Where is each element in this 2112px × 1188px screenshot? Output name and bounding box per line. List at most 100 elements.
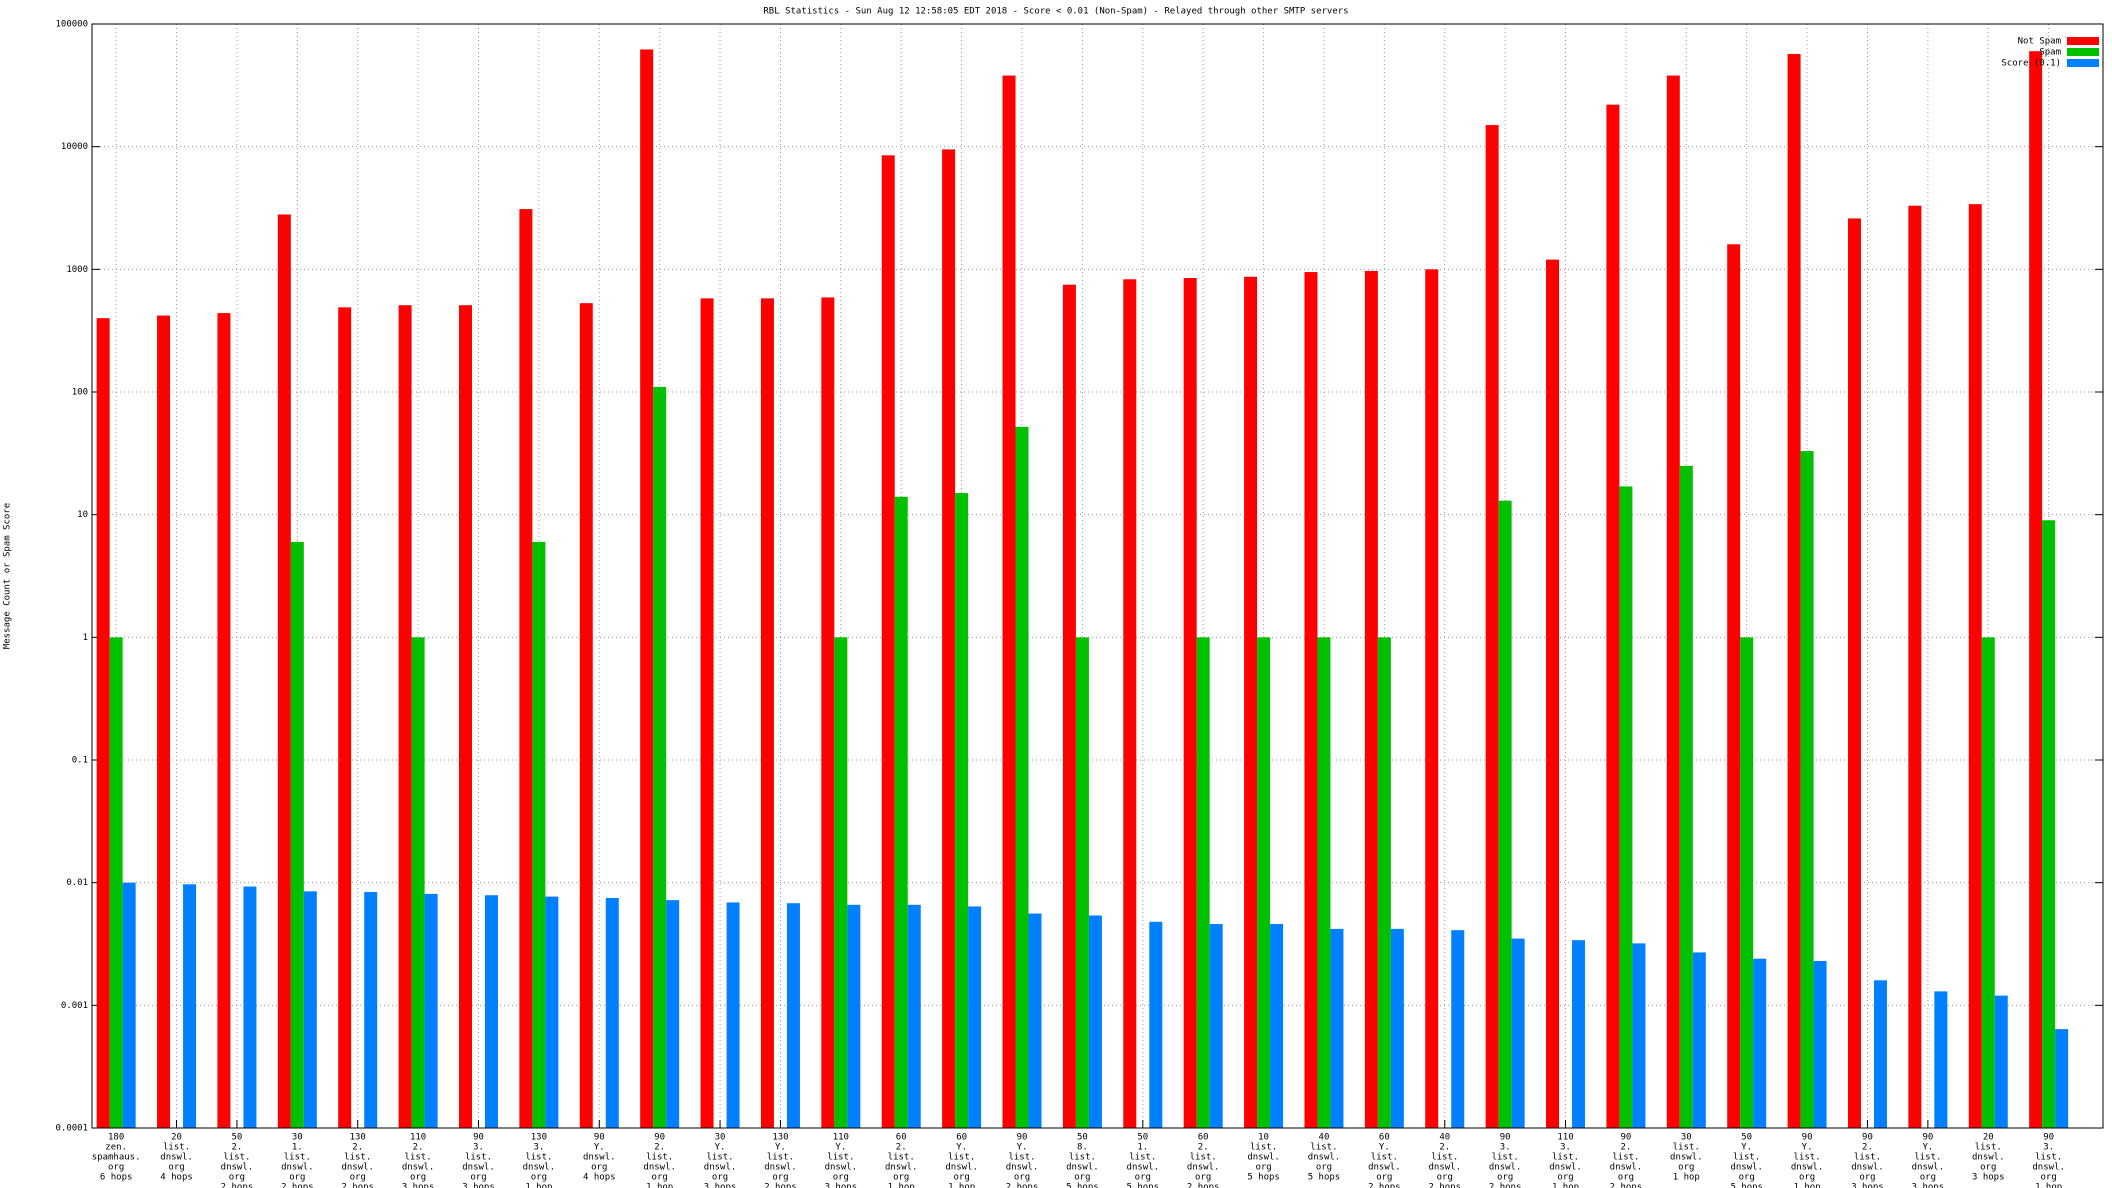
x-tick-label: list. [1552, 1153, 1579, 1163]
x-tick-label: 110 [410, 1133, 426, 1143]
x-tick-label: 1 hop [525, 1183, 552, 1188]
x-tick-label: dnswl. [1972, 1153, 2005, 1163]
bar [2055, 1029, 2069, 1128]
x-tick-label: dnswl. [825, 1163, 858, 1173]
bar [760, 298, 774, 1128]
bar [1002, 75, 1016, 1129]
bar [666, 900, 680, 1128]
x-tick-label: 1 hop [888, 1183, 915, 1188]
bar [484, 895, 498, 1128]
x-tick-label: 180 [108, 1133, 124, 1143]
x-tick-label: dnswl. [160, 1153, 193, 1163]
bar [1485, 125, 1499, 1128]
bar [96, 318, 110, 1128]
x-tick-label: list. [1250, 1143, 1277, 1153]
y-axis-label: Message Count or Spam Score [3, 503, 13, 649]
x-tick-label: list. [1371, 1153, 1398, 1163]
bar [1800, 451, 1814, 1129]
x-tick-label: org [1255, 1163, 1271, 1173]
bar [290, 541, 304, 1128]
bar [1209, 924, 1223, 1128]
x-tick-label: dnswl. [1187, 1163, 1220, 1173]
bar [847, 904, 861, 1128]
x-tick-label: org [1437, 1173, 1453, 1183]
legend-label: Spam [2039, 48, 2061, 58]
x-tick-label: 6 hops [100, 1173, 133, 1183]
x-tick-label: 8. [1077, 1143, 1088, 1153]
x-tick-label: dnswl. [1247, 1153, 1280, 1163]
bar [532, 541, 546, 1128]
bar [1994, 995, 2008, 1128]
plot-border [91, 23, 2104, 1129]
x-tick-label: org [1739, 1173, 1755, 1183]
x-tick-label: 2 hops [1610, 1183, 1643, 1188]
x-tick-label: dnswl. [885, 1163, 918, 1173]
x-tick-label: dnswl. [2032, 1163, 2065, 1173]
x-tick-label: org [410, 1173, 426, 1183]
y-tick-label: 100 [72, 388, 88, 398]
bar [519, 209, 533, 1128]
bar [1692, 952, 1706, 1128]
bar [1873, 980, 1887, 1128]
bar [183, 884, 197, 1128]
x-tick-label: Y. [1379, 1143, 1390, 1153]
y-tick-label: 0.1 [72, 756, 88, 766]
x-tick-label: 60 [896, 1133, 907, 1143]
x-tick-label: spamhaus. [92, 1153, 141, 1163]
x-tick-label: 90 [654, 1133, 665, 1143]
x-tick-label: 1 hop [1552, 1183, 1579, 1188]
bar [1149, 921, 1163, 1128]
x-tick-label: 1 hop [646, 1183, 673, 1188]
x-tick-label: 3. [1500, 1143, 1511, 1153]
bar [653, 386, 667, 1128]
x-tick-label: Y. [1741, 1143, 1752, 1153]
bar [1981, 637, 1995, 1128]
legend-swatch [2067, 59, 2099, 67]
x-tick-label: list. [223, 1153, 250, 1163]
x-tick-label: 90 [594, 1133, 605, 1143]
x-tick-label: org [893, 1173, 909, 1183]
x-tick-label: 2. [1439, 1143, 1450, 1153]
bar [1028, 913, 1042, 1128]
x-tick-label: list. [707, 1153, 734, 1163]
x-tick-label: 30 [1681, 1133, 1692, 1143]
x-tick-label: 5 hops [1247, 1173, 1280, 1183]
x-tick-label: 40 [1439, 1133, 1450, 1143]
x-tick-label: dnswl. [945, 1163, 978, 1173]
x-tick-label: 90 [473, 1133, 484, 1143]
bar [458, 305, 472, 1128]
bar [1183, 277, 1197, 1128]
x-tick-label: dnswl. [1308, 1153, 1341, 1163]
x-tick-label: Y. [1922, 1143, 1933, 1153]
x-tick-label: list. [1008, 1153, 1035, 1163]
x-tick-label: 5 hops [1730, 1183, 1763, 1188]
bar [1787, 53, 1801, 1128]
x-tick-label: 90 [1922, 1133, 1933, 1143]
bar [1425, 269, 1439, 1128]
x-tick-label: dnswl. [1006, 1163, 1039, 1173]
x-tick-label: 2. [654, 1143, 665, 1153]
bar [2042, 520, 2056, 1128]
bar [424, 893, 438, 1128]
x-tick-label: list. [465, 1153, 492, 1163]
x-tick-label: 90 [1620, 1133, 1631, 1143]
x-tick-label: org [1014, 1173, 1030, 1183]
y-tick-label: 0.0001 [55, 1124, 88, 1134]
x-tick-label: 20 [1983, 1133, 1994, 1143]
x-tick-label: dnswl. [281, 1163, 314, 1173]
bar [894, 496, 908, 1128]
x-tick-label: 130 [531, 1133, 547, 1143]
bar [605, 897, 619, 1128]
x-tick-label: dnswl. [1428, 1163, 1461, 1173]
x-tick-label: 90 [1017, 1133, 1028, 1143]
x-tick-label: org [531, 1173, 547, 1183]
x-tick-label: list. [525, 1153, 552, 1163]
x-tick-label: 130 [772, 1133, 788, 1143]
legend-swatch [2067, 37, 2099, 45]
x-tick-label: 2 hops [1368, 1183, 1401, 1188]
x-tick-label: list. [284, 1153, 311, 1163]
bar [277, 214, 291, 1129]
x-tick-label: 90 [1862, 1133, 1873, 1143]
x-tick-label: 2 hops [221, 1183, 254, 1188]
x-tick-label: 2. [232, 1143, 243, 1153]
